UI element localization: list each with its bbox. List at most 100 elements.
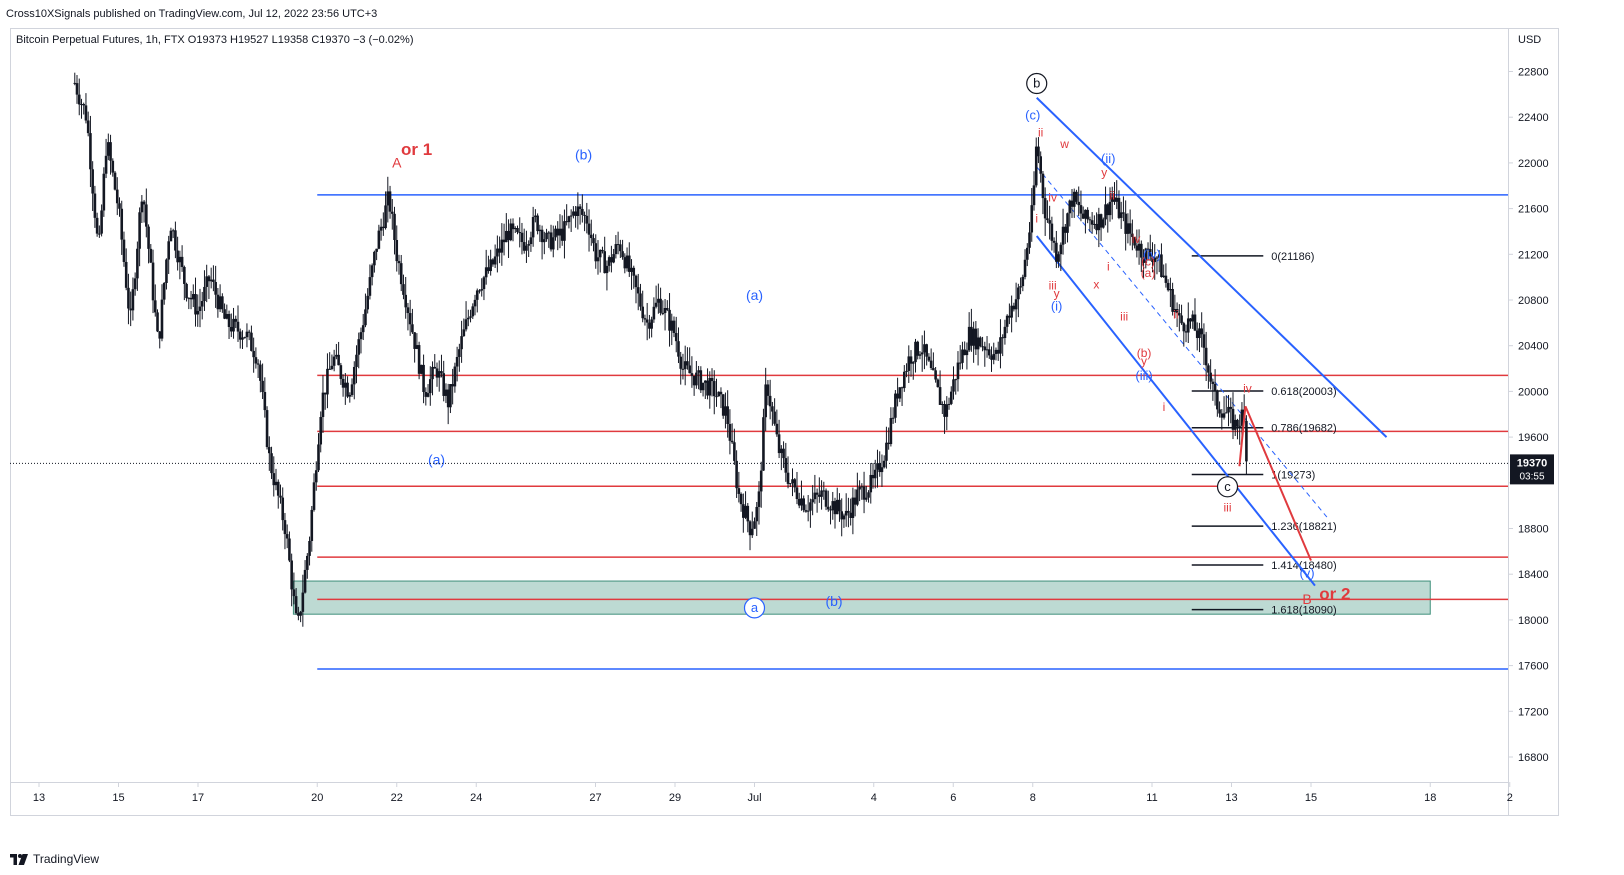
candle-body-23: [124, 261, 128, 288]
candle-body-120: [341, 378, 345, 388]
candle-body-458: [1097, 214, 1101, 231]
candle-body-212: [547, 232, 551, 234]
candle-body-399: [965, 350, 969, 356]
candle-body-257: [648, 322, 651, 329]
candle-body-266: [668, 309, 671, 331]
candle-body-147: [402, 284, 405, 295]
candle-body-33: [147, 226, 150, 249]
candle-body-14: [104, 155, 108, 174]
candle-body-145: [397, 261, 401, 264]
candle-body-112: [323, 392, 327, 395]
candle-body-430: [1034, 146, 1038, 186]
candle-body-225: [576, 206, 580, 216]
candle-body-157: [424, 392, 428, 397]
candle-body-144: [395, 239, 399, 262]
candle-body-236: [601, 249, 604, 252]
candle-body-220: [565, 221, 568, 223]
candle-body-501: [1193, 314, 1197, 331]
candle-body-102: [301, 592, 305, 612]
y-tick-label-2: 17600: [1518, 661, 1549, 673]
candle-body-155: [420, 364, 423, 374]
candle-body-46: [176, 250, 179, 263]
candle-body-205: [531, 217, 535, 238]
candle-body-126: [355, 354, 358, 367]
candle-body-466: [1115, 197, 1119, 202]
tradingview-logo[interactable]: TradingView: [10, 852, 99, 866]
candle-body-34: [149, 248, 153, 263]
candle-body-292: [726, 406, 729, 424]
candle-body-163: [437, 371, 441, 378]
candle-body-218: [560, 228, 564, 241]
candle-body-371: [903, 371, 906, 389]
candle-body-331: [813, 492, 817, 500]
x-tick-label-2: 17: [192, 792, 204, 804]
candle-body-312: [771, 406, 774, 412]
candle-body-351: [858, 486, 861, 490]
candle-body-284: [708, 377, 712, 396]
price-chart[interactable]: Bitcoin Perpetual Futures, 1h, FTX O1937…: [10, 28, 1624, 845]
candle-body-245: [621, 251, 624, 258]
candle-body-459: [1099, 214, 1103, 228]
candle-body-13: [102, 173, 106, 211]
candle-body-96: [288, 538, 291, 561]
fib-label-4: 1.236(18821): [1271, 521, 1336, 533]
tradingview-logo-icon: [10, 853, 28, 865]
candle-body-309: [764, 384, 767, 418]
candle-body-58: [203, 286, 206, 302]
candle-body-508: [1209, 372, 1212, 382]
candle-body-95: [285, 534, 289, 539]
candle-body-509: [1211, 381, 1215, 384]
x-tick-label-10: 6: [950, 792, 956, 804]
current-price-badge: [1510, 454, 1554, 485]
wave-label-12: y: [1101, 166, 1107, 180]
candle-body-173: [460, 336, 463, 350]
candle-body-450: [1079, 205, 1083, 214]
candle-body-504: [1200, 328, 1203, 335]
candle-body-472: [1128, 223, 1132, 234]
candle-body-288: [717, 391, 721, 397]
candle-body-211: [545, 232, 548, 240]
candle-body-499: [1189, 318, 1192, 322]
candle-body-7: [89, 133, 92, 170]
candle-body-114: [328, 368, 331, 370]
candle-body-360: [878, 463, 882, 473]
candle-body-349: [853, 497, 857, 505]
candle-body-109: [317, 444, 320, 471]
candle-body-487: [1162, 275, 1165, 278]
y-tick-label-0: 16800: [1518, 752, 1549, 764]
candle-body-433: [1041, 173, 1045, 199]
candle-body-336: [824, 490, 828, 507]
candle-body-302: [748, 521, 752, 536]
candle-body-262: [659, 298, 662, 313]
footer: TradingView: [10, 849, 99, 869]
chart-frame[interactable]: Bitcoin Perpetual Futures, 1h, FTX O1937…: [10, 28, 1624, 845]
candle-body-265: [665, 307, 669, 310]
fib-label-0: 0(21186): [1271, 251, 1314, 263]
x-tick-label-13: 13: [1225, 792, 1237, 804]
candle-body-67: [223, 309, 226, 319]
candle-body-400: [967, 326, 971, 351]
candle-body-259: [652, 306, 656, 320]
candle-body-464: [1110, 197, 1114, 202]
candle-body-168: [449, 384, 452, 408]
candle-body-364: [887, 442, 890, 445]
candle-body-24: [127, 287, 130, 309]
candle-body-270: [677, 341, 680, 357]
candle-body-117: [335, 354, 338, 357]
candle-body-350: [856, 489, 859, 505]
candle-body-35: [151, 262, 155, 301]
candle-body-256: [645, 319, 649, 323]
candle-body-203: [527, 244, 530, 246]
candle-body-291: [724, 406, 727, 416]
candle-body-253: [639, 293, 642, 307]
candle-body-367: [894, 393, 897, 418]
wave-label-30: i: [1163, 400, 1166, 414]
candle-body-278: [695, 372, 698, 386]
wave-label-20: i: [1107, 259, 1110, 273]
candle-body-183: [482, 277, 486, 290]
publish-info: Cross10XSignals published on TradingView…: [6, 8, 378, 20]
candle-body-116: [332, 356, 336, 366]
candle-body-393: [952, 379, 955, 392]
candle-body-192: [502, 239, 506, 243]
candle-body-439: [1055, 242, 1058, 262]
